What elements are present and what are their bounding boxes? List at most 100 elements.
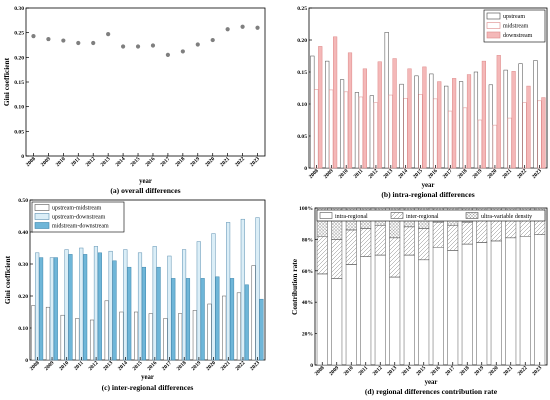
x-tick-label: 2021 — [501, 168, 513, 180]
bar — [329, 89, 334, 169]
bar — [422, 66, 427, 169]
bar — [452, 78, 457, 169]
bar — [35, 252, 40, 361]
bar — [373, 102, 378, 169]
bar — [215, 276, 220, 361]
x-tick-label: 2022 — [516, 168, 528, 180]
y-tick-label: 100% — [299, 206, 313, 212]
bar — [64, 249, 69, 361]
bar — [163, 318, 168, 361]
data-point — [210, 37, 215, 43]
bar — [89, 319, 95, 361]
y-tick-label: 0.20 — [297, 38, 307, 44]
bar — [377, 61, 382, 169]
y-tick-label: 0.05 — [14, 129, 24, 135]
bar — [53, 257, 58, 361]
bar — [75, 318, 80, 361]
x-tick-label: 2022 — [517, 365, 529, 377]
y-tick-label: 0.10 — [297, 102, 307, 108]
x-tick-label: 2023 — [531, 365, 543, 377]
bar — [318, 46, 323, 169]
data-point — [106, 32, 111, 37]
stacked-bar-segment — [316, 273, 328, 366]
legend-swatch — [486, 12, 501, 20]
y-tick-label: 0 — [25, 358, 28, 364]
stacked-bar-segment — [389, 207, 401, 239]
stacked-bar-segment — [534, 234, 546, 366]
legend-swatch — [34, 222, 50, 229]
x-tick-label: 2016 — [145, 156, 157, 168]
x-tick-label: 2017 — [161, 360, 173, 372]
y-tick-label: 40% — [302, 300, 314, 306]
bar — [488, 84, 493, 169]
bar — [325, 60, 330, 169]
bar — [343, 91, 349, 169]
bar — [182, 249, 187, 361]
y-tick-label: 0.05 — [297, 134, 307, 140]
bar — [137, 252, 143, 361]
legend-swatch — [319, 212, 333, 219]
bar — [259, 298, 264, 361]
bar — [541, 97, 546, 169]
stacked-bar-segment — [447, 225, 459, 251]
stacked-bar-segment — [331, 278, 343, 366]
bar — [496, 55, 501, 169]
bar — [354, 92, 360, 169]
bar — [392, 58, 397, 169]
stacked-bar-segment — [476, 218, 488, 243]
x-tick-label: 2021 — [219, 156, 231, 168]
y-tick-label: 60% — [302, 269, 314, 275]
stacked-bar-segment — [374, 225, 386, 256]
stacked-bar-segment — [331, 207, 343, 240]
stacked-bar-segment — [418, 259, 430, 366]
data-point — [240, 24, 245, 29]
bar — [481, 60, 486, 169]
data-point — [165, 52, 171, 57]
x-tick-label: 2009 — [44, 360, 56, 372]
bar — [522, 102, 527, 169]
y-tick-label: 0.25 — [14, 31, 24, 37]
stacked-bar-segment — [331, 239, 343, 279]
data-point — [120, 44, 126, 49]
data-point — [225, 27, 230, 32]
bar — [68, 254, 73, 361]
bar — [458, 81, 464, 169]
x-tick-label: 2016 — [430, 365, 442, 377]
stacked-bar-segment — [316, 207, 328, 237]
x-tick-label: 2008 — [314, 365, 326, 377]
x-axis-label: year — [141, 374, 154, 381]
bar — [31, 305, 36, 361]
bar — [407, 68, 412, 169]
x-tick-label: 2018 — [459, 365, 471, 377]
bar — [429, 73, 434, 169]
x-tick-label: 2013 — [100, 156, 112, 168]
y-tick-label: 0 — [304, 166, 307, 172]
legend-label: upstream-downstream — [52, 215, 106, 221]
y-tick-label: 0.20 — [18, 294, 28, 300]
legend-label: downstream — [503, 33, 533, 39]
bar — [437, 81, 442, 169]
bar — [108, 250, 113, 361]
bar — [45, 306, 51, 361]
stacked-bar-segment — [360, 228, 372, 257]
panel-caption: (b) intra-regional differences — [381, 190, 474, 199]
bar — [211, 233, 216, 361]
legend-swatch — [486, 22, 501, 29]
legend-swatch — [390, 212, 404, 219]
x-tick-label: 2023 — [249, 360, 261, 372]
x-tick-label: 2013 — [102, 360, 114, 372]
x-tick-label: 2010 — [55, 156, 67, 168]
stacked-bar-segment — [490, 240, 502, 366]
legend-swatch — [465, 212, 479, 219]
x-tick-label: 2018 — [176, 360, 188, 372]
x-tick-label: 2021 — [220, 360, 232, 372]
x-tick-label: 2014 — [397, 168, 409, 180]
bar — [83, 254, 88, 361]
bar — [123, 249, 128, 361]
bar — [127, 266, 132, 361]
panel-caption: (c) inter-regional differences — [102, 383, 194, 392]
bar — [79, 247, 84, 361]
